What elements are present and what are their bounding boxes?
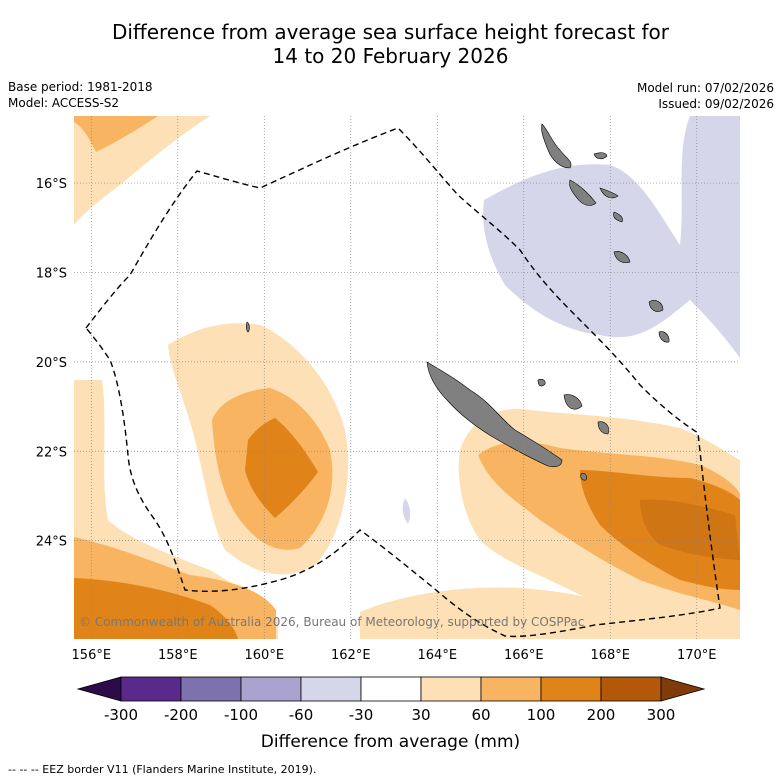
lon-tick-label: 156°E xyxy=(72,648,112,663)
colorbar-tick-labels: -300 -200 -100 -60 -30 30 60 100 200 300 xyxy=(104,706,675,724)
contour-positive-60-top-left xyxy=(74,116,158,152)
colorbar-title: Difference from average (mm) xyxy=(260,732,521,752)
colorbar-tick-label: -300 xyxy=(104,706,138,724)
graticule xyxy=(74,116,740,639)
island-chesterfield xyxy=(246,321,250,333)
title-line-2: 14 to 20 February 2026 xyxy=(272,44,509,68)
island-new-caledonia xyxy=(426,361,563,468)
colorbar-tick-label: 60 xyxy=(471,706,490,724)
model-name: Model: ACCESS-S2 xyxy=(8,96,120,110)
colorbar xyxy=(76,676,706,702)
island-vanuatu-e xyxy=(648,300,664,312)
lat-tick-label: 20°S xyxy=(36,356,67,371)
colorbar-segment xyxy=(420,676,482,702)
model-run: Model run: 07/02/2026 xyxy=(636,81,774,95)
contour-positive-100-west xyxy=(245,418,318,518)
contour-positive-30-south xyxy=(360,587,715,639)
colorbar-segment xyxy=(360,676,422,702)
colorbar-extend-low xyxy=(76,676,122,702)
lon-tick-label: 166°E xyxy=(504,648,544,663)
meta-right: Model run: 07/02/2026 Issued: 09/02/2026 xyxy=(637,80,774,112)
contour-positive-200-east xyxy=(640,499,740,560)
copyright-text: © Commonwealth of Australia 2026, Bureau… xyxy=(79,615,584,629)
eez-legend: -- -- -- EEZ border V11 (Flanders Marine… xyxy=(8,763,317,776)
colorbar-tick-label: 30 xyxy=(411,706,430,724)
colorbar-extend-high xyxy=(660,676,706,702)
colorbar-tick-label: 200 xyxy=(587,706,616,724)
colorbar-segment xyxy=(600,676,662,702)
island-loyalty-c xyxy=(597,421,610,435)
island-vanuatu-d xyxy=(613,251,631,263)
colorbar-segment xyxy=(120,676,182,702)
lat-tick-labels: 16°S 18°S 20°S 22°S 24°S xyxy=(36,177,67,550)
colorbar-tick-label: 100 xyxy=(527,706,556,724)
map-plot-area: © Commonwealth of Australia 2026, Bureau… xyxy=(74,116,740,639)
island-vanuatu-c xyxy=(613,211,623,223)
island-loyalty-a xyxy=(537,378,546,387)
contour-negative-small xyxy=(402,498,411,524)
colorbar-segment xyxy=(300,676,362,702)
colorbar-tick-label: 300 xyxy=(647,706,676,724)
eez-border xyxy=(85,127,721,638)
colorbar-segment xyxy=(540,676,602,702)
map-title: Difference from average sea surface heig… xyxy=(0,20,781,68)
lon-tick-label: 164°E xyxy=(418,648,458,663)
lat-tick-label: 22°S xyxy=(36,445,67,460)
island-isle-of-pines xyxy=(580,473,587,481)
title-line-1: Difference from average sea surface heig… xyxy=(111,20,670,44)
colorbar-tick-label: -30 xyxy=(349,706,374,724)
meta-left: Base period: 1981-2018 Model: ACCESS-S2 xyxy=(8,79,153,111)
colorbar-segment xyxy=(480,676,542,702)
island-vanuatu-a xyxy=(599,187,619,199)
contour-positive-100-sw xyxy=(74,578,238,639)
lat-tick-label: 18°S xyxy=(36,266,67,281)
colorbar-segment xyxy=(240,676,302,702)
lon-tick-labels: 156°E 158°E 160°E 162°E 164°E 166°E 168°E 170°E xyxy=(72,648,717,663)
lon-tick-label: 158°E xyxy=(158,648,198,663)
base-period: Base period: 1981-2018 xyxy=(8,80,153,94)
issued-date: Issued: 09/02/2026 xyxy=(658,97,774,111)
lon-tick-label: 168°E xyxy=(590,648,630,663)
colorbar-segment xyxy=(180,676,242,702)
lon-tick-label: 162°E xyxy=(331,648,371,663)
lon-tick-label: 170°E xyxy=(677,648,717,663)
island-vanuatu-f xyxy=(658,331,670,343)
island-vanuatu-mid xyxy=(569,179,597,206)
island-loyalty-b xyxy=(563,394,583,410)
lon-tick-label: 160°E xyxy=(245,648,285,663)
island-vanuatu-north xyxy=(541,123,572,169)
island-vanuatu-b xyxy=(593,152,608,160)
colorbar-tick-label: -100 xyxy=(224,706,258,724)
contour-negative-30 xyxy=(483,116,740,358)
contour-positive-100-east xyxy=(580,470,740,590)
colorbar-tick-label: -200 xyxy=(164,706,198,724)
lat-tick-label: 16°S xyxy=(36,177,67,192)
colorbar-tick-label: -60 xyxy=(289,706,314,724)
lat-tick-label: 24°S xyxy=(36,535,67,550)
